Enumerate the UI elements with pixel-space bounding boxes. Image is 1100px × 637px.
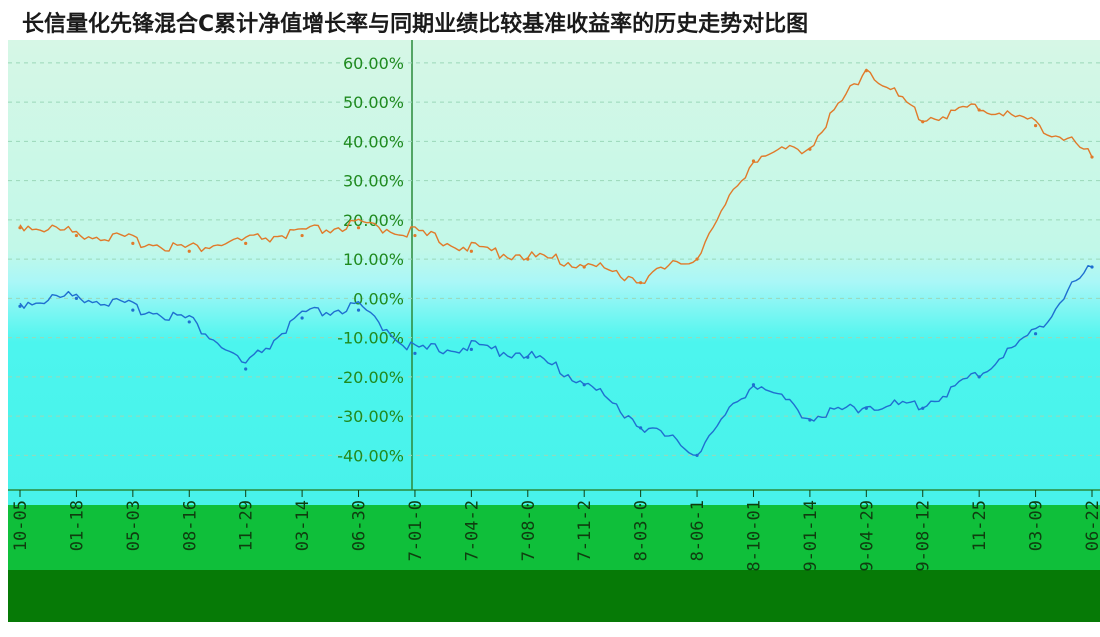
data-point-fund	[356, 308, 361, 312]
data-point-benchmark	[300, 233, 304, 238]
data-point-benchmark	[639, 281, 643, 285]
data-point-benchmark	[413, 233, 417, 238]
data-point-benchmark	[582, 265, 586, 269]
x-tick-label: 7-01-0	[406, 500, 426, 561]
x-tick-label: 08-16	[180, 500, 200, 551]
footer-band	[8, 570, 1100, 622]
data-point-benchmark	[1033, 124, 1038, 128]
x-tick-label: 10-05	[11, 500, 31, 551]
x-tick-label: 8-03-0	[632, 500, 652, 561]
data-point-benchmark	[131, 241, 135, 246]
data-point-fund	[18, 304, 22, 308]
data-point-benchmark	[74, 233, 79, 238]
x-tick-label: 7-04-2	[462, 500, 482, 561]
data-point-benchmark	[469, 249, 473, 253]
y-tick-labels: 60.00% 50.00% 40.00% 30.00% 20.00% 10.00% 0.00…	[337, 54, 404, 466]
chart-title: 长信量化先锋混合C累计净值增长率与同期业绩比较基准收益率的历史走势对比图	[22, 11, 808, 37]
x-tick-label: 7-11-2	[575, 500, 595, 561]
data-point-fund	[469, 347, 473, 351]
x-tick-label: 05-03	[124, 500, 144, 551]
data-point-fund	[921, 406, 925, 410]
data-point-benchmark	[921, 120, 925, 124]
y-tick-label: -10.00%	[337, 329, 404, 348]
data-point-fund	[695, 453, 699, 457]
x-tick-label: 8-10-01	[744, 500, 764, 572]
data-point-benchmark	[356, 226, 361, 230]
data-point-benchmark	[695, 257, 699, 261]
x-tick-label: 06-30	[350, 500, 370, 551]
data-point-benchmark	[244, 241, 248, 246]
series-lines	[18, 68, 1094, 457]
data-point-fund	[187, 320, 191, 324]
y-tick-label: -40.00%	[337, 446, 404, 465]
x-tick-label: 8-06-1	[688, 500, 708, 561]
data-point-benchmark	[864, 69, 868, 73]
series-line-fund	[19, 265, 1093, 457]
x-tick-label: 9-04-29	[857, 500, 877, 572]
data-point-fund	[413, 351, 417, 355]
data-point-benchmark	[751, 159, 756, 163]
x-tick-label: 01-18	[67, 500, 87, 551]
data-point-benchmark	[808, 147, 812, 151]
data-point-fund	[74, 296, 79, 300]
y-tick-label: 60.00%	[343, 54, 404, 73]
data-point-fund	[526, 355, 530, 359]
data-point-fund	[131, 308, 135, 312]
data-point-fund	[977, 375, 981, 379]
y-tick-label: -20.00%	[337, 368, 404, 387]
y-tick-label: 40.00%	[343, 132, 404, 151]
data-point-fund	[1033, 332, 1038, 336]
x-tick-label: 9-08-12	[914, 500, 934, 572]
x-tick-label: 11-25	[970, 500, 990, 551]
data-point-fund	[1090, 265, 1094, 269]
data-point-fund	[300, 316, 304, 320]
data-point-fund	[751, 383, 756, 387]
y-tick-label: 20.00%	[343, 211, 404, 230]
x-tick-labels: 10-05 01-18 05-03 08-16 11-29 03-14 06-30 7-01-…	[11, 490, 1100, 572]
data-point-fund	[639, 426, 643, 430]
x-tick-label: 03-09	[1027, 500, 1047, 551]
y-tick-label: 10.00%	[343, 250, 404, 269]
data-point-benchmark	[18, 226, 22, 230]
y-tick-label: -30.00%	[337, 407, 404, 426]
x-axis-band	[8, 505, 1100, 570]
data-point-benchmark	[187, 249, 191, 253]
data-point-fund	[582, 383, 586, 387]
x-tick-label: 03-14	[293, 500, 313, 551]
data-point-benchmark	[526, 257, 530, 261]
data-point-benchmark	[977, 108, 981, 112]
data-point-fund	[864, 406, 868, 410]
y-tick-label: 0.00%	[353, 289, 404, 308]
x-tick-label: 06-22	[1083, 500, 1100, 551]
plot-background	[8, 40, 1100, 505]
series-line-benchmark	[19, 68, 1093, 284]
x-tick-label: 9-01-14	[801, 500, 821, 572]
x-tick-label: 7-08-0	[519, 500, 539, 561]
x-tick-label: 11-29	[237, 500, 257, 551]
y-tick-label: 30.00%	[343, 172, 404, 191]
data-point-fund	[244, 367, 248, 371]
data-point-benchmark	[1090, 155, 1094, 159]
grid-lines	[8, 62, 1100, 456]
data-point-fund	[808, 418, 812, 422]
y-tick-label: 50.00%	[343, 93, 404, 112]
